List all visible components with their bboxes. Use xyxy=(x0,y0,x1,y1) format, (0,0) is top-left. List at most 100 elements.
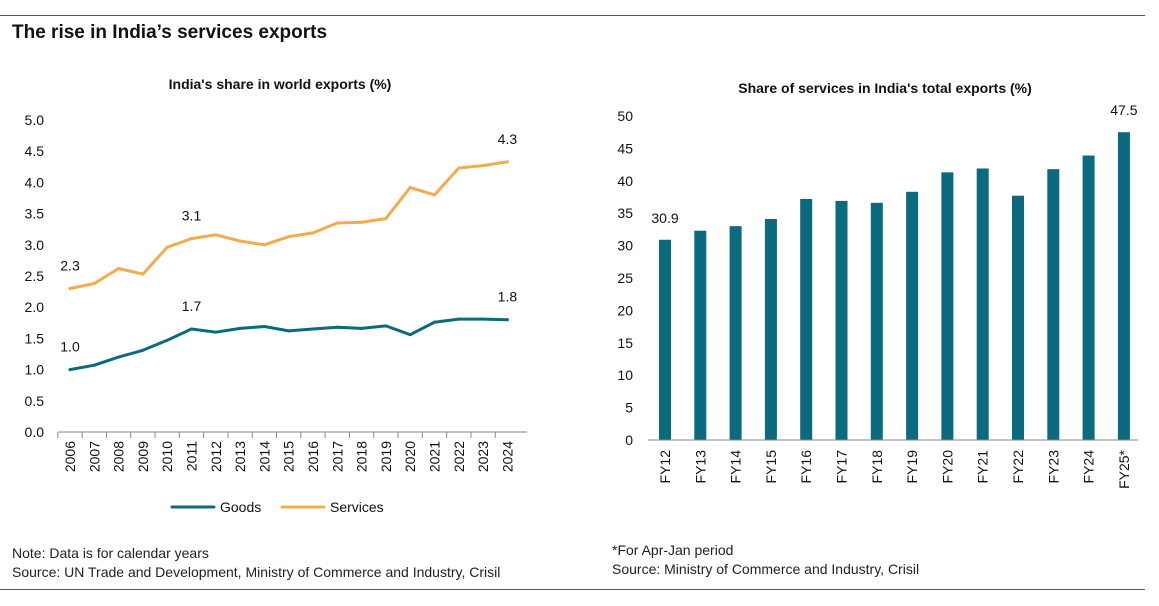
data-label-goods: 1.7 xyxy=(182,298,202,314)
line-x-tick-label: 2023 xyxy=(475,441,491,472)
line-x-tick-label: 2009 xyxy=(135,441,151,472)
data-point-services xyxy=(117,267,121,271)
data-point-services xyxy=(287,235,291,239)
data-label-services: 3.1 xyxy=(182,208,202,224)
bottom-rule xyxy=(0,589,1145,590)
right-note-text: *For Apr-Jan period xyxy=(612,542,734,558)
line-y-tick-label: 4.0 xyxy=(25,174,45,190)
line-x-tick-label: 2021 xyxy=(427,441,443,472)
bar-FY14 xyxy=(729,226,742,440)
page-title: The rise in India’s services exports xyxy=(12,22,328,43)
bar-y-tick-label: 5 xyxy=(625,400,633,416)
bar-x-tick-label: FY13 xyxy=(692,450,708,484)
data-point-goods xyxy=(335,325,339,329)
data-label-goods: 1.0 xyxy=(60,339,80,355)
data-point-services xyxy=(433,193,436,197)
data-point-goods xyxy=(433,320,436,324)
data-point-goods xyxy=(165,338,169,342)
series-line-goods xyxy=(68,317,509,372)
line-x-tick-label: 2016 xyxy=(305,441,321,472)
right-footnote: *For Apr-Jan period Source: Ministry of … xyxy=(612,541,919,579)
line-x-tick-label: 2015 xyxy=(281,441,297,472)
bar-y-tick-label: 15 xyxy=(617,335,633,351)
bar-x-tick-label: FY14 xyxy=(728,450,744,484)
line-chart-title: India's share in world exports (%) xyxy=(168,76,392,92)
bar-FY13 xyxy=(694,230,707,440)
data-point-services xyxy=(505,160,509,164)
line-x-tick-label: 2008 xyxy=(111,441,127,472)
data-point-goods xyxy=(68,368,72,372)
bar-x-tick-label: FY22 xyxy=(1010,450,1026,484)
data-point-services xyxy=(68,286,72,290)
bar-y-tick-label: 40 xyxy=(617,173,633,189)
bar-x-tick-label: FY16 xyxy=(798,450,814,484)
data-point-services xyxy=(262,243,266,247)
bar-data-label: 47.5 xyxy=(1110,102,1137,118)
line-x-tick-label: 2010 xyxy=(159,441,175,472)
series-line-services xyxy=(68,160,509,290)
bar-y-tick-label: 0 xyxy=(625,432,633,448)
bar-y-tick-label: 25 xyxy=(617,270,633,286)
left-note-text: Note: Data is for calendar years xyxy=(12,545,209,561)
data-point-goods xyxy=(360,326,364,330)
bar-y-tick-label: 20 xyxy=(617,302,633,318)
bar-y-tick-label: 50 xyxy=(617,108,633,124)
bar-FY24 xyxy=(1082,155,1095,440)
data-point-goods xyxy=(117,355,121,359)
data-point-services xyxy=(165,245,169,249)
line-x-tick-label: 2011 xyxy=(184,441,200,471)
data-point-goods xyxy=(214,330,218,334)
bar-FY18 xyxy=(870,202,883,440)
bar-FY12 xyxy=(659,239,671,440)
bar-x-tick-label: FY18 xyxy=(869,450,885,484)
line-y-tick-label: 2.0 xyxy=(25,299,45,315)
bar-x-tick-label: FY12 xyxy=(657,450,673,484)
line-x-tick-label: 2018 xyxy=(354,441,370,472)
line-y-tick-label: 5.0 xyxy=(25,112,45,128)
bar-y-tick-label: 45 xyxy=(617,140,633,156)
right-source-text: Source: Ministry of Commerce and Industr… xyxy=(612,561,920,577)
legend-label-goods: Goods xyxy=(220,499,261,515)
data-label-services: 2.3 xyxy=(60,257,80,273)
data-point-services xyxy=(360,220,364,224)
line-y-tick-label: 0.5 xyxy=(25,393,45,409)
data-point-services xyxy=(190,237,193,241)
bar-data-label: 30.9 xyxy=(651,210,678,226)
line-x-tick-label: 2013 xyxy=(232,441,248,472)
bar-FY17 xyxy=(835,200,848,440)
data-point-services xyxy=(238,239,242,243)
bar-FY16 xyxy=(800,198,813,440)
legend-label-services: Services xyxy=(330,499,384,515)
bar-FY25* xyxy=(1117,132,1130,440)
line-x-tick-label: 2007 xyxy=(86,441,102,472)
bar-x-tick-label: FY19 xyxy=(904,450,920,484)
bar-x-tick-label: FY25* xyxy=(1116,449,1132,488)
bar-FY21 xyxy=(976,168,989,440)
bar-FY19 xyxy=(906,191,919,440)
data-point-services xyxy=(335,221,339,225)
data-point-services xyxy=(408,185,412,189)
top-rule xyxy=(0,15,1145,16)
bar-FY22 xyxy=(1012,195,1024,440)
line-y-tick-label: 3.5 xyxy=(25,206,45,222)
data-point-goods xyxy=(311,327,315,331)
data-point-goods xyxy=(384,324,388,328)
data-point-goods xyxy=(238,326,242,330)
bar-x-tick-label: FY15 xyxy=(763,450,779,484)
line-y-tick-label: 1.0 xyxy=(25,362,45,378)
data-point-goods xyxy=(141,348,145,352)
line-x-tick-label: 2019 xyxy=(378,441,394,472)
data-label-services: 4.3 xyxy=(498,131,518,147)
line-x-tick-label: 2014 xyxy=(256,441,272,472)
bar-x-tick-label: FY20 xyxy=(939,450,955,484)
bar-x-tick-label: FY21 xyxy=(975,450,991,484)
bar-y-tick-label: 35 xyxy=(617,205,633,221)
data-point-services xyxy=(481,164,485,168)
bar-y-tick-label: 10 xyxy=(617,367,633,383)
data-point-goods xyxy=(190,327,193,331)
bar-chart-title: Share of services in India's total expor… xyxy=(738,80,1032,96)
bar-FY15 xyxy=(764,219,777,440)
bar-FY23 xyxy=(1047,169,1060,441)
data-point-goods xyxy=(408,333,412,337)
